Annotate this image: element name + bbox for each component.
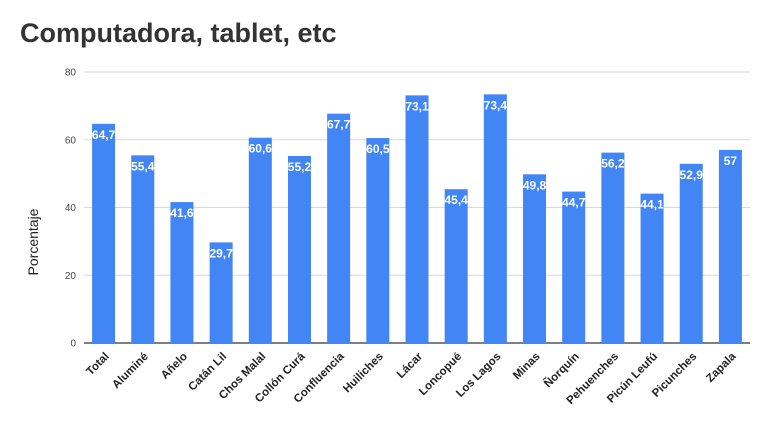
bar	[679, 163, 703, 343]
bar	[131, 155, 155, 343]
bars: 64,7 55,4 41,6 29,7 60,6 55,2 67,7 60,5 73,1 45,4…	[92, 94, 742, 343]
bar	[718, 149, 742, 343]
x-tick-label: Ñorquín	[541, 350, 581, 390]
x-tick-label: Aluminé	[110, 351, 151, 392]
bar-value-label: 44,1	[640, 198, 664, 212]
x-tick-label: Total	[84, 351, 111, 378]
bar	[248, 137, 272, 343]
y-tick-label: 20	[65, 271, 77, 282]
bar	[170, 202, 194, 343]
bar	[523, 174, 547, 343]
x-tick-label: Lácar	[395, 350, 426, 381]
bar-value-label: 56,2	[601, 157, 625, 171]
x-tick-label: Huiliches	[341, 351, 386, 396]
bar	[209, 242, 233, 343]
bar-value-label: 73,4	[484, 98, 508, 112]
bar-value-label: 60,5	[366, 142, 390, 156]
bar-value-label: 55,2	[288, 160, 312, 174]
bar-value-label: 49,8	[523, 178, 547, 192]
bar-value-label: 45,4	[444, 193, 468, 207]
bar-value-label: 41,6	[170, 206, 194, 220]
bar	[287, 156, 311, 343]
y-tick-label: 60	[65, 135, 77, 146]
bar-value-label: 64,7	[92, 128, 116, 142]
bar-value-label: 67,7	[327, 118, 351, 132]
bar	[405, 95, 429, 343]
bar	[92, 123, 116, 343]
bar	[640, 193, 664, 343]
y-tick-label: 0	[70, 339, 76, 350]
bar	[366, 138, 390, 343]
bar-value-label: 73,1	[405, 99, 429, 113]
bar-value-label: 60,6	[249, 142, 273, 156]
y-tick-label: 80	[65, 68, 77, 79]
bar-value-label: 44,7	[562, 196, 586, 210]
bar	[444, 189, 468, 343]
bar	[562, 191, 586, 343]
bar	[601, 152, 625, 343]
y-axis-label: Porcentaje	[25, 208, 41, 275]
bar-value-label: 57	[724, 154, 738, 168]
y-tick-label: 40	[65, 203, 77, 214]
bar	[483, 94, 507, 343]
bar-value-label: 29,7	[209, 246, 233, 260]
bar-value-label: 55,4	[131, 159, 155, 173]
chart-title: Computadora, tablet, etc	[20, 18, 337, 48]
x-tick-label: Añelo	[159, 351, 190, 382]
x-tick-label: Zapala	[704, 350, 739, 385]
x-tick-label: Minas	[511, 351, 543, 383]
bar	[327, 113, 351, 343]
bar-value-label: 52,9	[680, 168, 704, 182]
